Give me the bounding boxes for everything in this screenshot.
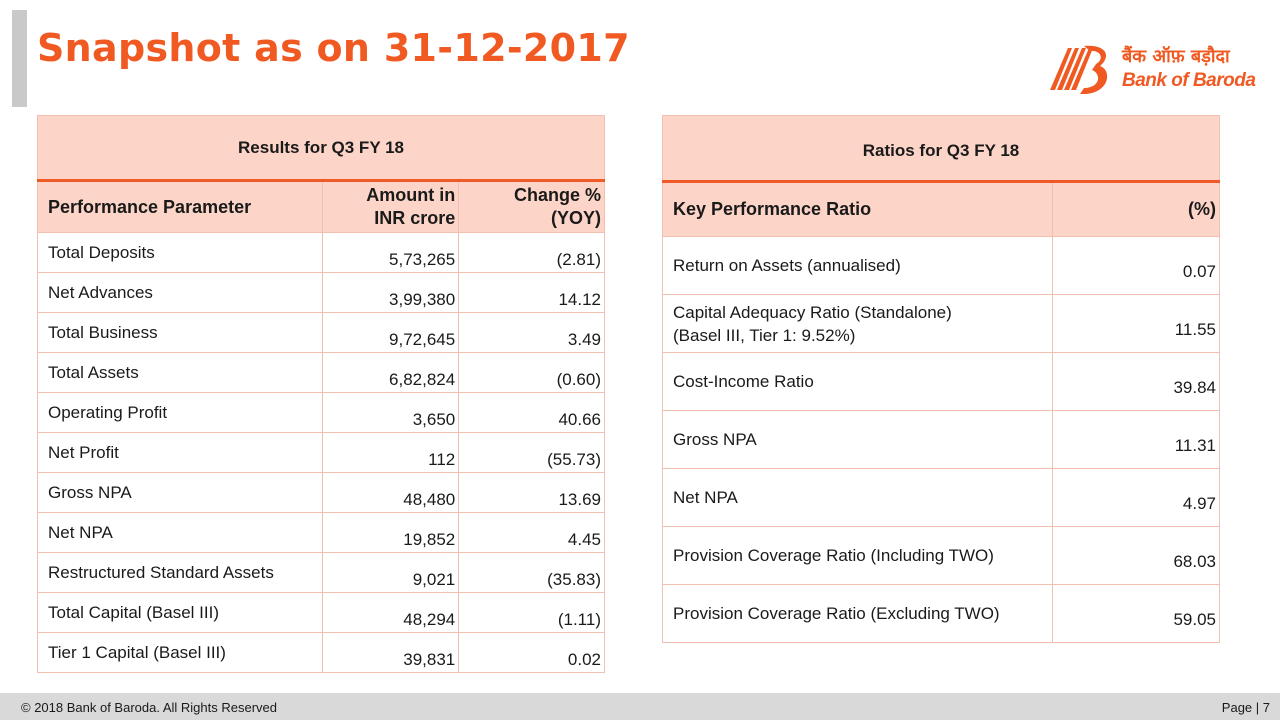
amount-cell: 19,852 bbox=[322, 512, 460, 553]
bank-logo: बैंक ऑफ़ बड़ौदा Bank of Baroda bbox=[1046, 42, 1256, 98]
copyright-text: © 2018 Bank of Baroda. All Rights Reserv… bbox=[21, 700, 278, 715]
change-cell: 13.69 bbox=[458, 472, 605, 513]
table-row: Net NPA 19,852 4.45 bbox=[36, 512, 605, 553]
col-header-amount: Amount in INR crore bbox=[322, 180, 460, 233]
ratio-value-cell: 39.84 bbox=[1052, 352, 1220, 411]
table-row: Total Business 9,72,645 3.49 bbox=[36, 312, 605, 353]
change-cell: (0.60) bbox=[458, 352, 605, 393]
parameter-cell: Gross NPA bbox=[36, 472, 324, 513]
ratio-value-cell: 0.07 bbox=[1052, 236, 1220, 295]
ratio-name-cell: Return on Assets (annualised) bbox=[661, 236, 1054, 295]
amount-cell: 112 bbox=[322, 432, 460, 473]
table-row: Cost-Income Ratio 39.84 bbox=[661, 352, 1220, 411]
page-number: Page | 7 bbox=[1221, 700, 1270, 715]
change-cell: 4.45 bbox=[458, 512, 605, 553]
results-table: Results for Q3 FY 18 Performance Paramet… bbox=[36, 115, 605, 673]
ratios-table: Ratios for Q3 FY 18 Key Performance Rati… bbox=[661, 115, 1220, 643]
table-row: Total Capital (Basel III) 48,294 (1.11) bbox=[36, 592, 605, 633]
ratio-value-cell: 68.03 bbox=[1052, 526, 1220, 585]
results-heading: Results for Q3 FY 18 bbox=[37, 115, 605, 182]
table-row: Restructured Standard Assets 9,021 (35.8… bbox=[36, 552, 605, 593]
parameter-cell: Total Capital (Basel III) bbox=[36, 592, 324, 633]
change-cell: 14.12 bbox=[458, 272, 605, 313]
col-header-change-line2: (YOY) bbox=[550, 208, 601, 228]
parameter-cell: Restructured Standard Assets bbox=[36, 552, 324, 593]
table-row: Net NPA 4.97 bbox=[661, 468, 1220, 527]
bank-logo-icon bbox=[1050, 45, 1108, 94]
change-cell: (1.11) bbox=[458, 592, 605, 633]
amount-cell: 6,82,824 bbox=[322, 352, 460, 393]
change-cell: (35.83) bbox=[458, 552, 605, 593]
col-header-ratio: Key Performance Ratio bbox=[661, 181, 1054, 237]
col-header-amount-line1: Amount in bbox=[366, 185, 456, 205]
parameter-cell: Net NPA bbox=[36, 512, 324, 553]
table-row: Provision Coverage Ratio (Including TWO)… bbox=[661, 526, 1220, 585]
ratio-name-cell: Capital Adequacy Ratio (Standalone) (Bas… bbox=[661, 294, 1054, 353]
table-row: Capital Adequacy Ratio (Standalone) (Bas… bbox=[661, 294, 1220, 353]
parameter-cell: Total Business bbox=[36, 312, 324, 353]
page-title: Snapshot as on 31-12-2017 bbox=[37, 26, 630, 70]
ratio-value-cell: 11.55 bbox=[1052, 294, 1220, 353]
col-header-parameter: Performance Parameter bbox=[36, 180, 324, 233]
table-row: Gross NPA 48,480 13.69 bbox=[36, 472, 605, 513]
parameter-cell: Net Advances bbox=[36, 272, 324, 313]
amount-cell: 9,72,645 bbox=[322, 312, 460, 353]
table-row: Operating Profit 3,650 40.66 bbox=[36, 392, 605, 433]
table-row: Provision Coverage Ratio (Excluding TWO)… bbox=[661, 584, 1220, 643]
parameter-cell: Total Assets bbox=[36, 352, 324, 393]
ratio-value-cell: 11.31 bbox=[1052, 410, 1220, 469]
table-row: Total Assets 6,82,824 (0.60) bbox=[36, 352, 605, 393]
amount-cell: 3,650 bbox=[322, 392, 460, 433]
change-cell: 3.49 bbox=[458, 312, 605, 353]
ratio-name-cell: Provision Coverage Ratio (Including TWO) bbox=[661, 526, 1054, 585]
amount-cell: 48,480 bbox=[322, 472, 460, 513]
col-header-amount-line2: INR crore bbox=[374, 208, 456, 228]
change-cell: 0.02 bbox=[458, 632, 605, 673]
logo-hindi-text: बैंक ऑफ़ बड़ौदा bbox=[1122, 46, 1230, 67]
amount-cell: 39,831 bbox=[322, 632, 460, 673]
side-accent-bar bbox=[12, 10, 27, 107]
table-row: Tier 1 Capital (Basel III) 39,831 0.02 bbox=[36, 632, 605, 673]
table-row: Return on Assets (annualised) 0.07 bbox=[661, 236, 1220, 295]
ratio-name-cell: Provision Coverage Ratio (Excluding TWO) bbox=[661, 584, 1054, 643]
table-row: Net Advances 3,99,380 14.12 bbox=[36, 272, 605, 313]
amount-cell: 5,73,265 bbox=[322, 232, 460, 273]
change-cell: (2.81) bbox=[458, 232, 605, 273]
ratio-name-cell: Gross NPA bbox=[661, 410, 1054, 469]
parameter-cell: Tier 1 Capital (Basel III) bbox=[36, 632, 324, 673]
parameter-cell: Operating Profit bbox=[36, 392, 324, 433]
col-header-change-line1: Change % bbox=[513, 185, 601, 205]
change-cell: 40.66 bbox=[458, 392, 605, 433]
amount-cell: 3,99,380 bbox=[322, 272, 460, 313]
table-row: Total Deposits 5,73,265 (2.81) bbox=[36, 232, 605, 273]
ratio-name-cell: Cost-Income Ratio bbox=[661, 352, 1054, 411]
footer: © 2018 Bank of Baroda. All Rights Reserv… bbox=[0, 693, 1280, 720]
col-header-change: Change % (YOY) bbox=[458, 180, 605, 233]
ratios-heading: Ratios for Q3 FY 18 bbox=[662, 115, 1220, 183]
col-header-percent: (%) bbox=[1052, 181, 1220, 237]
amount-cell: 48,294 bbox=[322, 592, 460, 633]
table-row: Gross NPA 11.31 bbox=[661, 410, 1220, 469]
ratio-name-line1: Capital Adequacy Ratio (Standalone) bbox=[673, 302, 952, 322]
parameter-cell: Net Profit bbox=[36, 432, 324, 473]
parameter-cell: Total Deposits bbox=[36, 232, 324, 273]
ratio-name-cell: Net NPA bbox=[661, 468, 1054, 527]
ratio-value-cell: 59.05 bbox=[1052, 584, 1220, 643]
change-cell: (55.73) bbox=[458, 432, 605, 473]
logo-english-text: Bank of Baroda bbox=[1122, 70, 1256, 91]
amount-cell: 9,021 bbox=[322, 552, 460, 593]
ratio-name-line2: (Basel III, Tier 1: 9.52%) bbox=[673, 325, 856, 345]
ratio-value-cell: 4.97 bbox=[1052, 468, 1220, 527]
table-row: Net Profit 112 (55.73) bbox=[36, 432, 605, 473]
